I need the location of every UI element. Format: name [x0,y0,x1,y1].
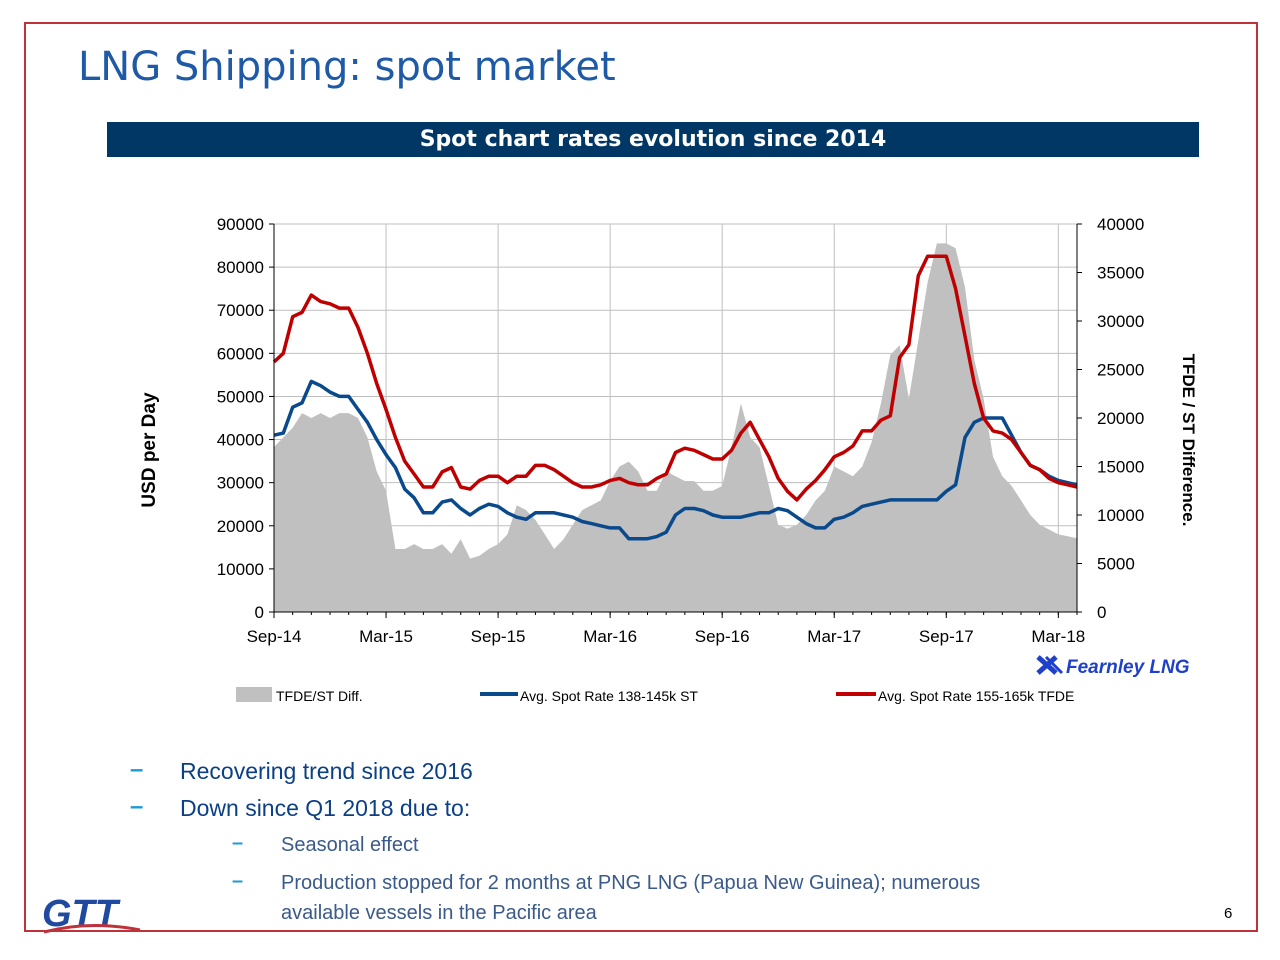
fearnley-mark-icon [1036,655,1064,675]
y-tick-label: 50000 [217,387,264,406]
y-tick-label: 70000 [217,301,264,320]
y-tick-label: 20000 [217,517,264,536]
x-tick-label: Sep-17 [919,627,974,646]
y-tick-label: 0 [255,603,264,622]
gtt-logo: GTT [42,893,141,935]
chart-banner: Spot chart rates evolution since 2014 [107,122,1199,157]
x-tick-label: Mar-18 [1031,627,1085,646]
x-tick-label: Mar-17 [807,627,861,646]
area-series-tfde-st-diff [274,243,1077,612]
y-tick-label: 30000 [217,474,264,493]
y2-tick-label: 0 [1097,603,1106,622]
fearnley-logo: Fearnley LNG [1036,655,1190,678]
x-tick-label: Sep-14 [247,627,302,646]
y-axis-label: USD per Day [139,392,160,508]
y-tick-label: 80000 [217,258,264,277]
legend-area-label: TFDE/ST Diff. [276,688,363,704]
y2-tick-label: 15000 [1097,458,1144,477]
page-number: 6 [1224,905,1233,922]
y-tick-label: 40000 [217,431,264,450]
y-tick-label: 60000 [217,344,264,363]
y2-tick-label: 5000 [1097,555,1135,574]
x-tick-label: Mar-15 [359,627,413,646]
fearnley-logo-text: Fearnley LNG [1066,657,1190,678]
x-tick-label: Sep-16 [695,627,750,646]
y2-axis-label: TFDE / ST Difference. [1179,354,1198,527]
line-series-tfde [272,254,1078,502]
tick-labels: 0100002000030000400005000060000700008000… [217,215,1145,646]
y-tick-label: 10000 [217,560,264,579]
x-tick-label: Sep-15 [471,627,526,646]
gtt-swoosh-icon [43,924,141,934]
slide-frame [24,22,1258,932]
axes [269,223,1082,618]
slide-title: LNG Shipping: spot market [78,44,616,90]
y2-tick-label: 40000 [1097,215,1144,234]
y2-tick-label: 10000 [1097,506,1144,525]
y2-tick-label: 25000 [1097,361,1144,380]
line-series-st [273,379,1078,541]
y2-tick-label: 35000 [1097,264,1144,283]
x-tick-label: Mar-16 [583,627,637,646]
legend-tfde-label: Avg. Spot Rate 155-165k TFDE [878,688,1074,704]
y-tick-label: 90000 [217,215,264,234]
y2-tick-label: 20000 [1097,409,1144,428]
area-series-layer [274,243,1077,612]
legend: TFDE/ST Diff. Avg. Spot Rate 138-145k ST… [236,687,1074,704]
line-series-layer [272,254,1078,541]
legend-area-swatch [236,687,272,702]
y2-tick-label: 30000 [1097,312,1144,331]
legend-st-label: Avg. Spot Rate 138-145k ST [520,688,698,704]
